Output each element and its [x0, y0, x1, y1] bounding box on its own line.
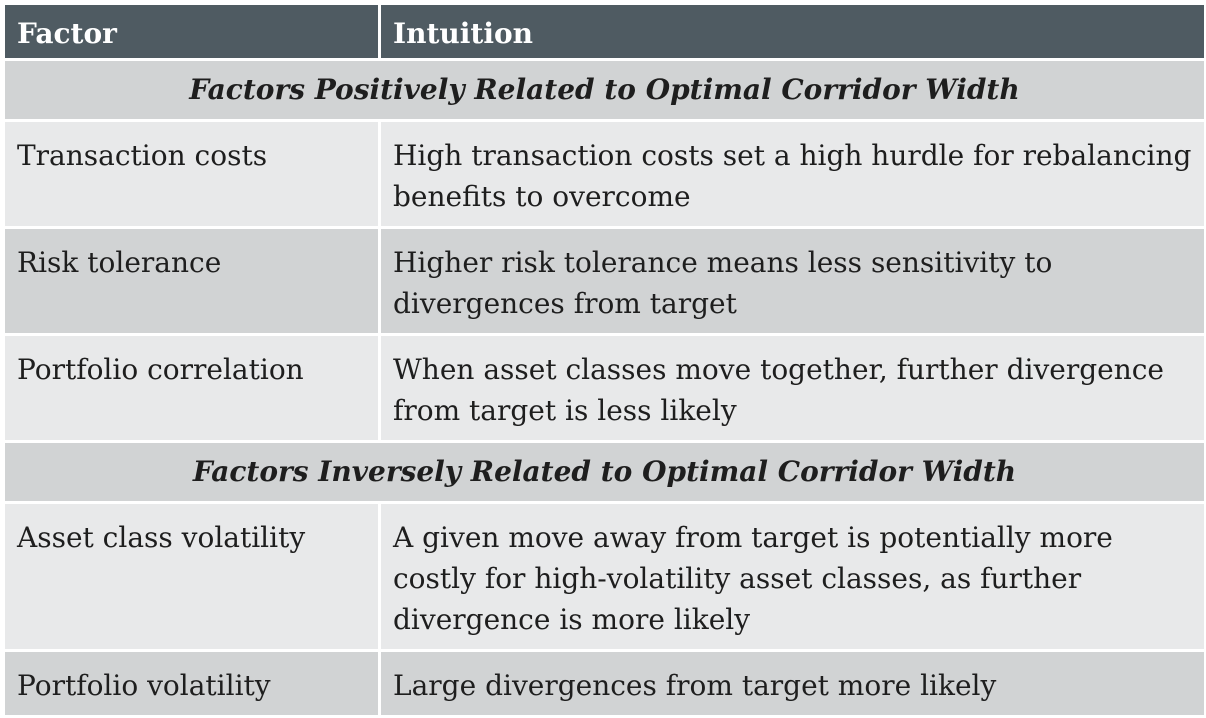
table-row: Risk tolerance Higher risk tolerance mea…: [2, 226, 1206, 336]
section-title: Factors Inversely Related to Optimal Cor…: [2, 440, 1206, 504]
table-body: Factors Positively Related to Optimal Co…: [2, 58, 1206, 718]
intuition-cell: Large divergences from target more likel…: [378, 649, 1206, 718]
factor-cell: Asset class volatility: [2, 501, 381, 652]
table-row: Portfolio volatility Large divergences f…: [2, 649, 1206, 718]
factor-cell: Transaction costs: [2, 119, 381, 229]
factor-cell: Portfolio volatility: [2, 649, 381, 718]
factor-cell: Portfolio correlation: [2, 333, 381, 443]
table-row: Portfolio correlation When asset classes…: [2, 333, 1206, 443]
table-row: Asset class volatility A given move away…: [2, 501, 1206, 652]
intuition-cell: When asset classes move together, furthe…: [378, 333, 1206, 443]
intuition-cell: Higher risk tolerance means less sensiti…: [378, 226, 1206, 336]
section-row-positive: Factors Positively Related to Optimal Co…: [2, 58, 1206, 122]
header-factor: Factor: [2, 2, 381, 61]
intuition-cell: High transaction costs set a high hurdle…: [378, 119, 1206, 229]
intuition-cell: A given move away from target is potenti…: [378, 501, 1206, 652]
factor-cell: Risk tolerance: [2, 226, 381, 336]
section-row-inverse: Factors Inversely Related to Optimal Cor…: [2, 440, 1206, 504]
table-header: Factor Intuition: [2, 2, 1206, 61]
header-intuition: Intuition: [378, 2, 1206, 61]
header-row: Factor Intuition: [2, 2, 1206, 61]
section-title: Factors Positively Related to Optimal Co…: [2, 58, 1206, 122]
table-row: Transaction costs High transaction costs…: [2, 119, 1206, 229]
